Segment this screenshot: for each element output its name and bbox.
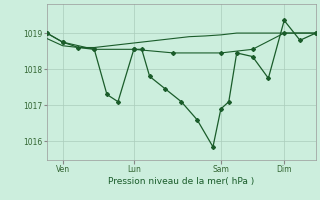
X-axis label: Pression niveau de la mer( hPa ): Pression niveau de la mer( hPa ) bbox=[108, 177, 254, 186]
